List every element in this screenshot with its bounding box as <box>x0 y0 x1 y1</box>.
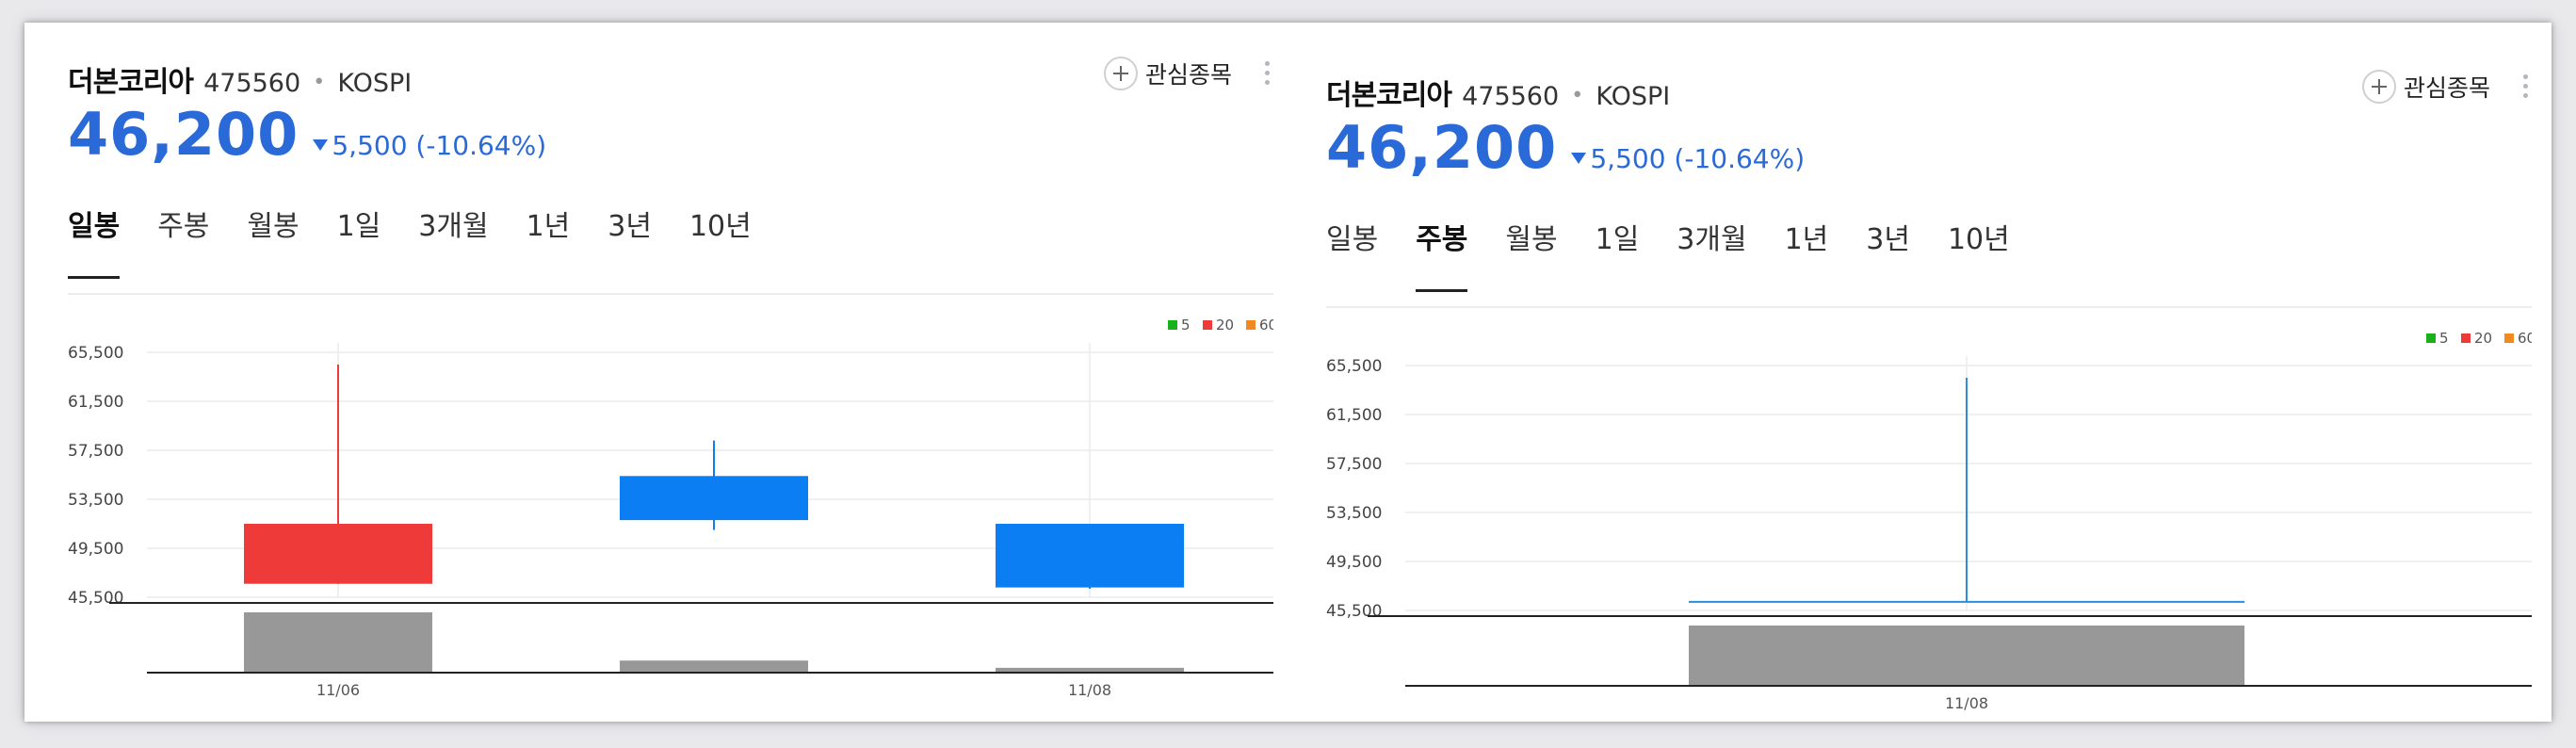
volume-bar <box>996 667 1184 673</box>
volume-bar <box>620 660 808 673</box>
price-row: 46,200 5,500 (-10.64%) <box>1326 113 1805 182</box>
legend-label: 20 <box>1216 317 1234 333</box>
watchlist-label[interactable]: 관심종목 <box>1144 61 1232 89</box>
y-tick-label: 53,500 <box>1326 504 1382 523</box>
more-options-icon[interactable] <box>1260 59 1273 88</box>
tab-10years[interactable]: 10년 <box>689 210 752 243</box>
legend-label: 5 <box>1181 317 1191 333</box>
current-price: 46,200 <box>1326 113 1558 182</box>
tab-3years[interactable]: 3년 <box>1866 223 1910 256</box>
tab-1day[interactable]: 1일 <box>336 210 381 243</box>
price-row: 46,200 5,500 (-10.64%) <box>68 100 546 169</box>
price-change: 5,500 (-10.64%) <box>1571 143 1805 174</box>
stock-title: 더본코리아 475560 • KOSPI <box>68 58 412 100</box>
tab-1day[interactable]: 1일 <box>1595 223 1640 256</box>
tab-10years[interactable]: 10년 <box>1947 223 2010 256</box>
candle-body <box>244 524 432 584</box>
candle-body <box>620 476 808 521</box>
y-tick-label: 45,500 <box>68 589 123 608</box>
candle-body <box>996 524 1184 588</box>
candlestick-chart: 5 20 60 65,500 61,500 57,500 53,500 49,500 45,50… <box>68 293 1273 699</box>
legend-swatch <box>1168 320 1177 330</box>
tab-1year[interactable]: 1년 <box>526 210 571 243</box>
tab-daily[interactable]: 일봉 <box>1326 223 1379 256</box>
screenshot-frame: 더본코리아 475560 • KOSPI 46,200 5,500 (-10.6… <box>24 23 2552 722</box>
watchlist-button[interactable]: 관심종목 <box>2361 70 2532 104</box>
down-arrow-icon <box>313 139 329 151</box>
tab-1year[interactable]: 1년 <box>1784 223 1829 256</box>
y-tick-label: 57,500 <box>68 442 123 461</box>
stock-name: 더본코리아 <box>1326 79 1452 112</box>
y-tick-label: 49,500 <box>1326 553 1382 572</box>
y-tick-label: 45,500 <box>1326 602 1382 621</box>
price-change-value: 5,500 (-10.64%) <box>332 130 547 161</box>
stock-chart-card-daily: 더본코리아 475560 • KOSPI 46,200 5,500 (-10.6… <box>68 23 1273 720</box>
tab-daily[interactable]: 일봉 <box>68 203 121 279</box>
legend-swatch <box>1246 320 1256 330</box>
legend-swatch <box>1203 320 1212 330</box>
separator-dot: • <box>1571 84 1584 107</box>
tab-3months[interactable]: 3개월 <box>1677 223 1747 256</box>
stock-code: 475560 <box>1462 82 1560 111</box>
stock-code: 475560 <box>203 69 301 98</box>
period-tabs: 일봉 주봉 월봉 1일 3개월 1년 3년 10년 <box>68 203 789 279</box>
market-name: KOSPI <box>1596 82 1671 111</box>
current-price: 46,200 <box>68 100 300 169</box>
watchlist-button[interactable]: 관심종목 <box>1103 57 1273 90</box>
x-tick-label: 11/08 <box>1068 681 1111 699</box>
separator-dot: • <box>313 71 326 94</box>
tab-3years[interactable]: 3년 <box>608 210 652 243</box>
price-change: 5,500 (-10.64%) <box>313 130 546 161</box>
stock-chart-card-weekly: 더본코리아 475560 • KOSPI 46,200 5,500 (-10.6… <box>1326 36 2532 733</box>
tab-weekly[interactable]: 주봉 <box>1416 217 1468 292</box>
tab-monthly[interactable]: 월봉 <box>1505 223 1558 256</box>
legend-swatch <box>2504 333 2514 343</box>
y-tick-label: 49,500 <box>68 540 123 559</box>
volume-bar <box>1689 626 2244 686</box>
plus-icon[interactable] <box>1103 57 1138 90</box>
market-name: KOSPI <box>337 69 413 98</box>
y-tick-label: 57,500 <box>1326 455 1382 474</box>
stock-name: 더본코리아 <box>68 66 194 99</box>
x-tick-label: 11/06 <box>316 681 360 699</box>
x-tick-label: 11/08 <box>1945 694 1988 712</box>
y-tick-label: 61,500 <box>68 393 123 412</box>
tab-weekly[interactable]: 주봉 <box>157 210 210 243</box>
plus-icon[interactable] <box>2361 70 2396 104</box>
y-tick-label: 65,500 <box>1326 357 1382 376</box>
legend-label: 20 <box>2474 330 2492 347</box>
legend-label: 60 <box>1259 317 1273 333</box>
y-tick-label: 65,500 <box>68 344 123 363</box>
price-change-value: 5,500 (-10.64%) <box>1590 143 1806 174</box>
watchlist-label[interactable]: 관심종목 <box>2403 74 2490 102</box>
y-tick-label: 53,500 <box>68 491 123 510</box>
legend-label: 60 <box>2518 330 2532 347</box>
stock-title: 더본코리아 475560 • KOSPI <box>1326 72 1670 113</box>
tab-monthly[interactable]: 월봉 <box>247 210 300 243</box>
tab-3months[interactable]: 3개월 <box>418 210 489 243</box>
legend-swatch <box>2461 333 2471 343</box>
down-arrow-icon <box>1571 153 1587 164</box>
legend-swatch <box>2426 333 2436 343</box>
period-tabs: 일봉 주봉 월봉 1일 3개월 1년 3년 10년 <box>1326 217 2048 292</box>
y-tick-label: 61,500 <box>1326 406 1382 425</box>
more-options-icon[interactable] <box>2519 73 2532 101</box>
candlestick-chart: 5 20 60 65,500 61,500 57,500 53,500 49,500 45,50… <box>1326 306 2532 712</box>
volume-bar <box>244 612 432 673</box>
legend-label: 5 <box>2439 330 2449 347</box>
